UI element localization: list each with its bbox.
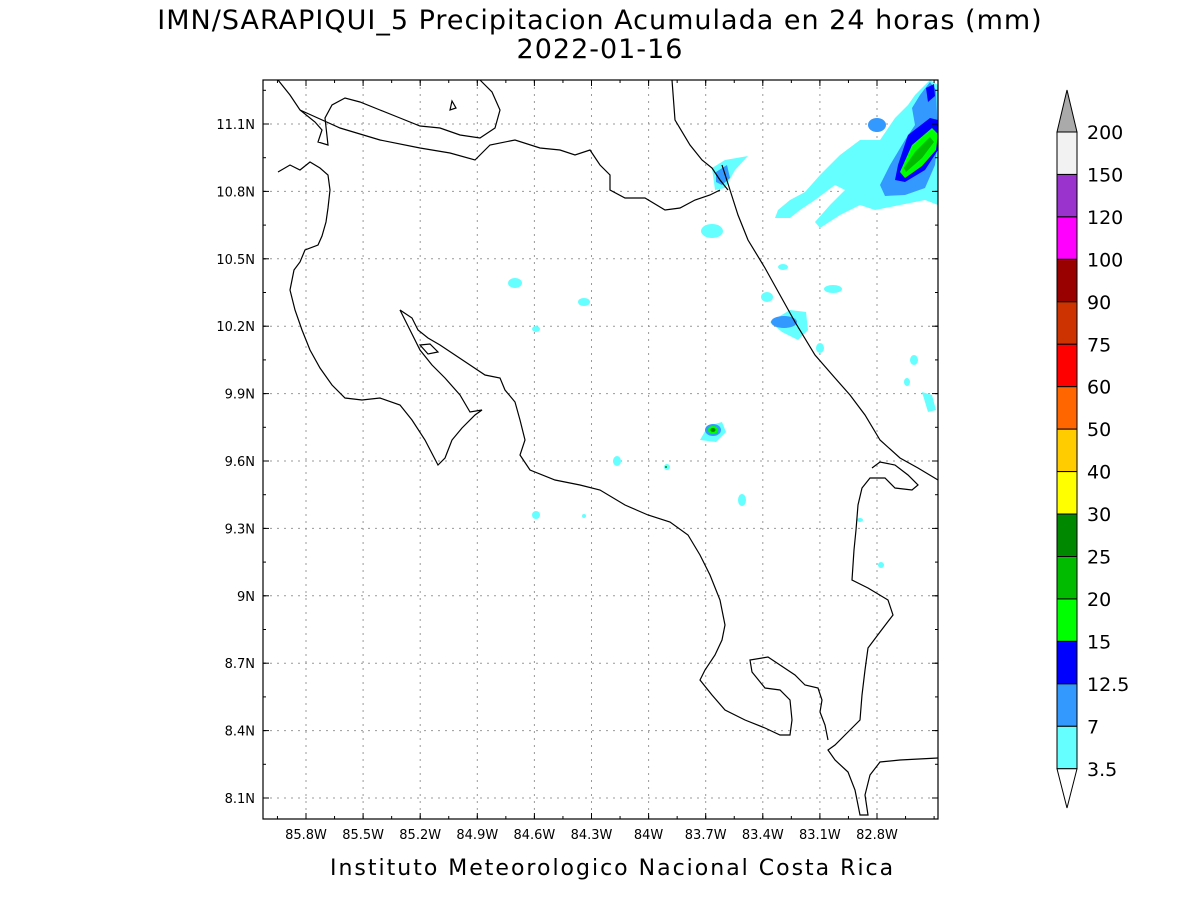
coastlines	[277, 79, 939, 816]
precip-spot-17	[582, 514, 586, 518]
precip-spot-1	[868, 118, 886, 132]
precip-spot-2	[701, 224, 723, 238]
colorbar-segment	[1056, 598, 1078, 642]
lon-tick-label: 85.8W	[285, 828, 327, 843]
colorbar-segment	[1056, 173, 1078, 218]
lat-tick-label: 9.3N	[225, 522, 255, 537]
coastline-nicaragua	[277, 79, 501, 146]
precip-spot-13	[613, 456, 621, 466]
lat-tick-label: 9N	[237, 590, 255, 605]
precip-spot-7	[824, 285, 842, 293]
lake	[418, 343, 440, 355]
colorbar-label: 75	[1087, 334, 1111, 356]
colorbar-label: 90	[1087, 292, 1111, 314]
colorbar-segment	[1056, 343, 1078, 388]
colorbar-segment	[1056, 301, 1078, 345]
lat-tick-label: 11.1N	[216, 118, 255, 133]
colorbar-label: 30	[1087, 504, 1111, 526]
lat-tick-label: 10.8N	[216, 185, 255, 200]
colorbar-segment	[1056, 640, 1078, 685]
lat-tick-label: 8.4N	[225, 725, 255, 740]
coastline-gulf-nicoya	[399, 309, 829, 741]
precip-spot-11	[910, 355, 918, 365]
colorbar-label: 60	[1087, 377, 1111, 399]
colorbar-segment	[1056, 471, 1078, 515]
colorbar-bottom-arrow	[1056, 768, 1078, 809]
lon-tick-label: 83.4W	[742, 828, 784, 843]
colorbar-label: 100	[1087, 249, 1123, 271]
lon-tick-label: 84.9W	[456, 828, 498, 843]
lon-tick-label: 84.3W	[571, 828, 613, 843]
colorbar-label: 200	[1087, 122, 1123, 144]
colorbar-label: 15	[1087, 631, 1111, 653]
precip-spot-9	[771, 316, 797, 328]
colorbar-top-arrow	[1056, 89, 1078, 133]
lon-tick-label: 83.7W	[685, 828, 727, 843]
map-title: IMN/SARAPIQUI_5 Precipitacion Acumulada …	[157, 5, 1043, 36]
precip-area-ne-20	[904, 137, 934, 172]
colorbar-segment	[1056, 386, 1078, 430]
lat-tick-label: 8.7N	[225, 657, 255, 672]
precip-spot-19	[878, 562, 884, 568]
precip-spot-8	[761, 292, 773, 302]
colorbar-segment	[1056, 513, 1078, 557]
colorbar-label: 120	[1087, 207, 1123, 229]
colorbar-label: 3.5	[1087, 759, 1117, 781]
precip-spot-18	[857, 518, 863, 522]
colorbar-label: 25	[1087, 547, 1111, 569]
colorbar-label: 40	[1087, 462, 1111, 484]
precip-spot-10	[816, 343, 824, 353]
grid-lines	[263, 80, 938, 819]
map-footer: Instituto Meteorologico Nacional Costa R…	[330, 856, 896, 881]
colorbar-segment	[1056, 258, 1078, 303]
colorbar-label: 50	[1087, 419, 1111, 441]
map-date: 2022-01-16	[516, 34, 684, 65]
lat-tick-label: 10.5N	[216, 253, 255, 268]
lon-tick-label: 82.8W	[856, 828, 898, 843]
precip-spot-12	[904, 378, 910, 386]
coastline-north-east	[671, 79, 729, 191]
lon-tick-label: 84W	[634, 828, 664, 843]
border-panama	[827, 461, 939, 816]
axis-ticks: 85.8W 85.5W 85.2W 84.9W 84.6W 84.3W 84W 83.7W 83…	[216, 80, 938, 843]
precip-spot-6	[778, 264, 788, 270]
colorbar-label: 20	[1087, 589, 1111, 611]
colorbar: 200 150 120 100 90 75 60 50 40 30 25 20 15 12.5 7 3.5	[1056, 89, 1129, 809]
precipitation-fields	[508, 80, 938, 568]
precip-spot-5	[532, 326, 540, 332]
precip-spot-16	[532, 511, 540, 519]
colorbar-segment	[1056, 683, 1078, 727]
lat-tick-label: 9.6N	[225, 455, 255, 470]
map-frame	[262, 79, 939, 820]
colorbar-label: 12.5	[1087, 674, 1129, 696]
colorbar-segment	[1056, 131, 1078, 175]
colorbar-segment	[1056, 725, 1078, 770]
lon-tick-label: 84.6W	[513, 828, 555, 843]
lat-tick-label: 8.1N	[225, 792, 255, 807]
border-nicaragua	[299, 109, 721, 211]
precip-spot-20	[665, 466, 667, 468]
lon-tick-label: 85.2W	[399, 828, 441, 843]
precip-spot-15	[738, 494, 746, 506]
lon-tick-label: 83.1W	[799, 828, 841, 843]
precip-spot-4	[578, 298, 590, 306]
lat-tick-label: 10.2N	[216, 320, 255, 335]
island	[449, 99, 457, 111]
coastline-pacific	[277, 161, 483, 467]
colorbar-label: 150	[1087, 164, 1123, 186]
colorbar-segment	[1056, 428, 1078, 473]
precip-spot-3	[508, 278, 522, 288]
lat-tick-label: 9.9N	[225, 388, 255, 403]
lon-tick-label: 85.5W	[342, 828, 384, 843]
colorbar-segment	[1056, 216, 1078, 260]
precip-spot-central-25	[710, 428, 716, 432]
precip-area-east	[922, 392, 936, 412]
colorbar-segment	[1056, 556, 1078, 600]
colorbar-label: 7	[1087, 716, 1099, 738]
coastline-caribbean	[721, 164, 939, 481]
